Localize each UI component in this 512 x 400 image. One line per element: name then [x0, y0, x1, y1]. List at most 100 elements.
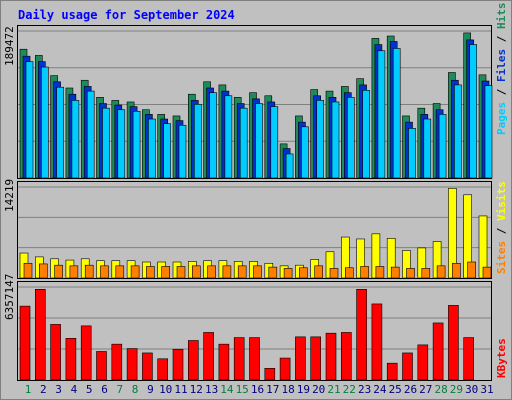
- bar-sites-day-10: [161, 266, 170, 279]
- bar-sites-day-30: [467, 261, 477, 279]
- bar-pages-day-13: [209, 92, 217, 179]
- x-tick-label: 17: [266, 383, 279, 396]
- x-tick-label: 3: [55, 383, 62, 396]
- bar-pages-day-15: [239, 107, 248, 179]
- x-tick-label: 21: [327, 383, 340, 396]
- bar-sites-day-21: [329, 268, 339, 279]
- legend-kbytes: KBytes: [495, 338, 508, 378]
- bar-kbytes-day-7: [111, 343, 123, 381]
- bar-pages-day-27: [423, 118, 432, 179]
- x-tick-label: 24: [373, 383, 387, 396]
- x-tick-label: 30: [465, 383, 478, 396]
- legend-pages: Pages: [495, 102, 508, 135]
- bar-sites-day-3: [54, 264, 63, 279]
- x-tick-label: 23: [358, 383, 371, 396]
- x-tick-label: 4: [71, 383, 78, 396]
- chart-marks: [18, 30, 493, 381]
- x-tick-label: 20: [312, 383, 325, 396]
- bar-pages-day-6: [102, 107, 110, 179]
- bar-kbytes-day-10: [157, 358, 168, 381]
- bar-sites-day-19: [299, 267, 308, 279]
- bar-kbytes-day-17: [264, 367, 276, 381]
- bar-sites-day-5: [84, 264, 94, 279]
- bar-kbytes-day-18: [279, 357, 291, 381]
- x-tick-label: 10: [159, 383, 172, 396]
- bar-sites-day-6: [100, 265, 109, 279]
- bar-kbytes-day-21: [325, 332, 337, 381]
- x-tick-label: 11: [174, 383, 187, 396]
- x-tick-label: 31: [480, 383, 493, 396]
- kbytes-ymax-label: 6357147: [3, 274, 16, 320]
- bar-pages-day-21: [331, 101, 340, 179]
- bar-pages-day-10: [163, 123, 171, 179]
- bar-sites-day-23: [360, 266, 369, 279]
- hits-ymax-label: 189472: [3, 26, 16, 66]
- bar-pages-day-12: [194, 103, 202, 179]
- bar-pages-day-18: [285, 153, 294, 179]
- x-tick-label: 16: [251, 383, 264, 396]
- bar-sites-day-28: [436, 265, 446, 279]
- bar-kbytes-day-26: [402, 352, 413, 381]
- bar-sites-day-20: [314, 265, 324, 279]
- bar-pages-day-11: [178, 124, 187, 179]
- bar-sites-day-25: [390, 266, 400, 279]
- bar-sites-day-7: [115, 265, 125, 279]
- visits-panel-legend: Sites / Visits: [495, 181, 508, 274]
- bar-kbytes-day-4: [65, 338, 77, 381]
- chart-title: Daily usage for September 2024: [18, 8, 235, 22]
- bar-kbytes-day-5: [80, 325, 92, 381]
- bar-pages-day-20: [316, 100, 325, 179]
- bar-pages-day-9: [148, 118, 156, 179]
- bar-pages-day-29: [454, 84, 462, 179]
- visits-ymax-label: 14219: [3, 179, 16, 212]
- bar-sites-day-27: [421, 268, 431, 279]
- x-tick-label: 19: [297, 383, 310, 396]
- bar-pages-day-8: [132, 110, 141, 179]
- bar-sites-day-9: [146, 266, 155, 279]
- bar-kbytes-day-13: [203, 332, 214, 381]
- bar-sites-day-13: [207, 265, 216, 279]
- bar-sites-day-29: [452, 262, 461, 279]
- x-tick-label: 1: [25, 383, 32, 396]
- x-tick-label: 15: [236, 383, 249, 396]
- bar-sites-day-26: [406, 268, 415, 279]
- x-tick-label: 14: [220, 383, 234, 396]
- bar-kbytes-day-27: [417, 344, 429, 381]
- x-tick-label: 27: [419, 383, 432, 396]
- x-axis-labels: 1 2 3 4 5 6 7 8 9 10 11 12 13 14 15 16 17 18 19 20 21 22 23 24 2…: [25, 383, 494, 396]
- x-tick-label: 26: [404, 383, 417, 396]
- bar-kbytes-day-29: [448, 305, 459, 381]
- bar-sites-day-4: [69, 265, 79, 279]
- bar-kbytes-day-20: [310, 336, 322, 381]
- bar-pages-day-25: [392, 48, 401, 179]
- bar-kbytes-day-12: [188, 340, 199, 381]
- x-tick-label: 13: [205, 383, 218, 396]
- bar-kbytes-day-8: [126, 348, 138, 381]
- legend-files: Files: [495, 49, 508, 82]
- bar-sites-day-2: [38, 263, 48, 279]
- x-tick-label: 7: [116, 383, 123, 396]
- bar-kbytes-day-1: [19, 305, 31, 381]
- bar-kbytes-day-25: [386, 362, 398, 381]
- bar-pages-day-31: [484, 85, 493, 179]
- bar-sites-day-8: [130, 265, 140, 279]
- legend-hits: Hits: [495, 3, 508, 30]
- x-tick-label: 28: [434, 383, 447, 396]
- bar-pages-day-16: [255, 103, 263, 179]
- bar-sites-day-15: [237, 265, 247, 279]
- hits-panel-legend: Pages / Files / Hits: [495, 3, 508, 136]
- bar-pages-day-3: [56, 86, 64, 179]
- bar-pages-day-14: [224, 95, 233, 179]
- x-tick-label: 9: [147, 383, 154, 396]
- bar-kbytes-day-2: [34, 288, 46, 381]
- bar-kbytes-day-14: [218, 343, 230, 381]
- bar-kbytes-day-19: [295, 336, 306, 381]
- bar-sites-day-18: [283, 268, 293, 279]
- bar-pages-day-19: [301, 126, 309, 179]
- bar-sites-day-17: [268, 266, 278, 279]
- bar-pages-day-1: [25, 61, 34, 179]
- bar-sites-day-14: [222, 265, 232, 279]
- bar-kbytes-day-22: [340, 332, 352, 381]
- bar-kbytes-day-16: [249, 337, 260, 381]
